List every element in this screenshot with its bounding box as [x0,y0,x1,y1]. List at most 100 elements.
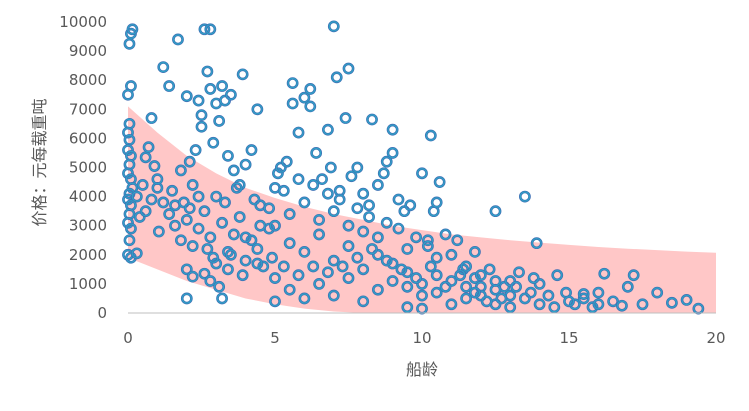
data-point [586,301,599,314]
data-point [483,263,496,276]
y-tick-labels: 0 1000 2000 3000 4000 5000 6000 7000 8000 9000 100… [59,13,107,322]
data-point [136,179,149,191]
data-point [342,272,355,284]
data-point [533,277,546,290]
data-point [277,260,290,273]
data-point [175,164,187,177]
data-point [272,167,284,180]
data-point [123,37,136,50]
data-point [371,283,384,296]
data-point [269,295,281,308]
data-point [236,68,249,81]
data-point [430,286,443,299]
data-point [551,269,564,282]
data-point [616,299,628,312]
data-point [213,280,226,293]
data-point [198,267,211,280]
data-point [366,113,378,126]
data-point [327,254,340,267]
data-point [424,129,437,142]
x-tick-label: 0 [123,329,133,347]
data-point [524,286,537,299]
data-point [201,65,214,78]
data-point [180,292,193,305]
data-point [357,263,370,276]
data-point [433,176,446,188]
data-point [504,275,517,287]
data-point [598,267,611,280]
data-point [666,296,678,309]
data-point [313,277,325,290]
data-point [548,301,561,314]
data-point [680,294,693,306]
data-point [266,251,278,264]
data-point [416,167,428,180]
data-point [421,234,434,247]
data-point [233,211,246,223]
data-point [460,292,472,305]
data-point [380,216,393,229]
data-point [133,211,146,223]
data-point [445,275,458,287]
data-point [204,23,217,36]
data-point [186,179,199,191]
data-point [424,260,437,273]
data-point [410,272,423,284]
data-point [216,292,228,305]
x-axis-title: 船龄 [406,360,438,379]
data-point [298,91,311,104]
data-point [292,173,305,186]
data-point [351,161,364,174]
y-tick-label: 3000 [69,217,107,235]
data-point [607,295,619,308]
data-point [222,245,234,258]
data-point [123,234,136,247]
data-point [157,61,170,74]
data-point [363,211,375,223]
data-point [421,240,434,252]
data-point [327,289,340,302]
data-point [157,196,170,209]
data-point [530,237,543,250]
data-point [122,216,134,229]
data-point [198,205,211,218]
data-point [298,196,311,209]
data-point [210,190,223,203]
data-point [239,231,252,244]
data-point [489,275,502,287]
data-point [148,160,161,172]
data-point [577,288,590,300]
x-tick-label: 5 [270,329,280,347]
data-point [239,254,252,267]
data-point [313,213,325,226]
y-tick-label: 2000 [69,246,107,264]
data-point [283,208,296,220]
data-point [139,205,152,218]
data-point [342,240,355,252]
data-point [474,269,487,282]
data-point [342,62,355,75]
data-point [130,247,143,260]
data-point [195,120,208,133]
data-point [363,199,375,212]
data-point [245,144,258,156]
data-point [216,216,228,229]
data-point [395,263,408,276]
data-point [451,234,464,247]
data-point [219,94,231,107]
data-point [386,257,399,270]
data-point [568,298,581,311]
data-point [207,136,220,149]
data-point [122,167,134,180]
data-point [180,90,193,103]
data-point [336,260,349,273]
data-point [236,269,249,282]
data-point [489,205,502,218]
data-point [233,179,246,191]
data-point [307,179,320,191]
data-point [377,167,390,180]
data-point [469,245,481,258]
data-point [380,254,393,267]
data-point [122,144,134,156]
data-point [439,228,452,241]
